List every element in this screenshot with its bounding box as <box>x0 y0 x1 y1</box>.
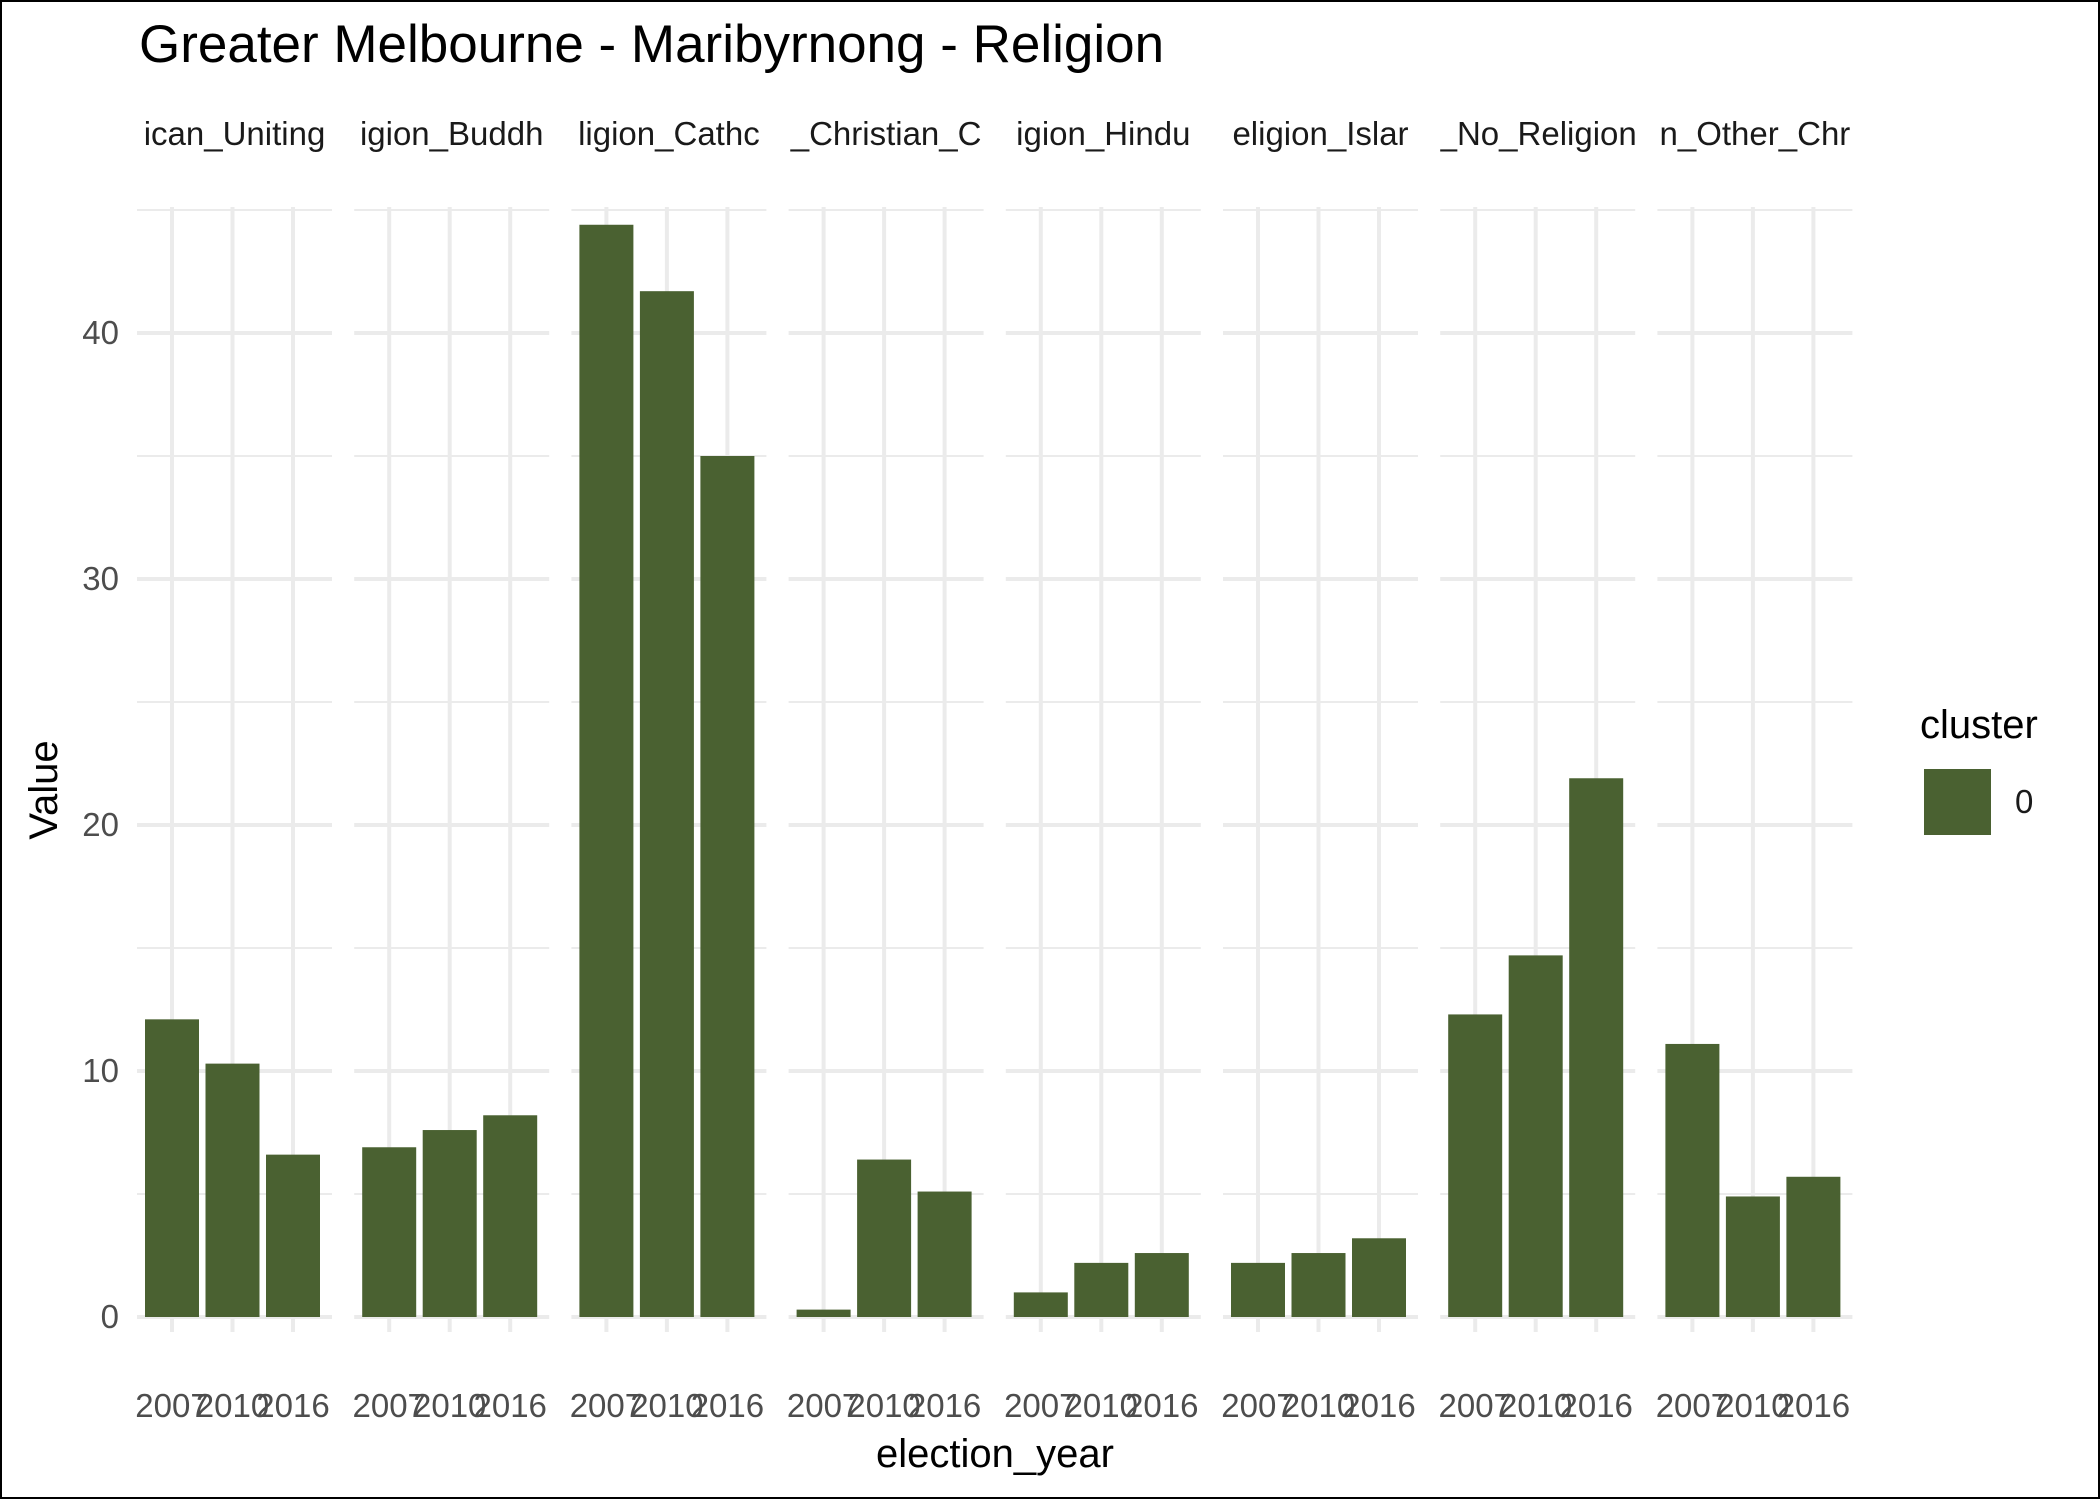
legend: cluster 0 <box>1920 703 2038 835</box>
bar <box>145 1019 199 1317</box>
bar <box>1725 1196 1780 1317</box>
x-tick-label: 2016 <box>908 1387 981 1424</box>
bars <box>145 224 1841 1318</box>
x-tick-label: 2016 <box>256 1387 329 1424</box>
bar <box>266 1154 320 1317</box>
x-tick-label: 2007 <box>135 1387 208 1424</box>
bar <box>1569 778 1624 1317</box>
bar <box>1352 1238 1406 1317</box>
bar <box>1665 1043 1720 1317</box>
y-tick-label: 30 <box>82 560 119 597</box>
bar <box>483 1115 538 1317</box>
bar <box>1013 1292 1068 1317</box>
x-tick-label: 2016 <box>1342 1387 1415 1424</box>
facet-strip-label: _No_Religion <box>1438 115 1637 152</box>
x-tick-label: 2010 <box>196 1387 269 1424</box>
x-tick-label: 2007 <box>1438 1387 1511 1424</box>
bar <box>1786 1176 1841 1317</box>
facet-strip-label: _Christian_C <box>790 115 982 152</box>
bar <box>362 1147 417 1317</box>
x-tick-label: 2007 <box>1004 1387 1077 1424</box>
bar <box>1508 955 1563 1317</box>
y-tick-label: 10 <box>82 1052 119 1089</box>
y-axis-ticks: 0 10 20 30 40 <box>82 314 119 1335</box>
x-tick-label: 2007 <box>352 1387 425 1424</box>
chart-title: Greater Melbourne - Maribyrnong - Religi… <box>139 15 1164 74</box>
facet-strip-label: ligion_Cathc <box>578 115 760 152</box>
facet-strip-label: eligion_Islar <box>1232 115 1408 152</box>
bar <box>796 1309 851 1317</box>
x-tick-label: 2010 <box>1282 1387 1355 1424</box>
bar <box>857 1159 912 1317</box>
x-tick-label: 2016 <box>1777 1387 1850 1424</box>
facet-strip-label: igion_Hindu <box>1016 115 1190 152</box>
bar <box>1134 1253 1189 1317</box>
bar <box>917 1191 972 1317</box>
facet-strip-label: igion_Buddh <box>360 115 544 152</box>
x-tick-label: 2016 <box>473 1387 546 1424</box>
x-tick-label: 2010 <box>1499 1387 1572 1424</box>
bar <box>639 291 694 1318</box>
x-tick-label: 2007 <box>787 1387 860 1424</box>
x-tick-label: 2010 <box>1716 1387 1789 1424</box>
y-tick-label: 20 <box>82 806 119 843</box>
x-axis-title: election_year <box>876 1432 1114 1476</box>
y-tick-label: 40 <box>82 314 119 351</box>
bar <box>579 224 634 1317</box>
legend-title: cluster <box>1920 703 2038 747</box>
legend-label: 0 <box>2015 783 2033 820</box>
bar <box>1074 1262 1129 1317</box>
bar <box>205 1063 260 1317</box>
bar <box>1448 1014 1503 1317</box>
x-tick-label: 2010 <box>1065 1387 1138 1424</box>
bar <box>700 456 755 1317</box>
bar <box>422 1130 477 1317</box>
x-tick-label: 2016 <box>1125 1387 1198 1424</box>
x-tick-label: 2007 <box>1221 1387 1294 1424</box>
x-tick-label: 2010 <box>847 1387 920 1424</box>
y-tick-label: 0 <box>101 1298 119 1335</box>
x-tick-label: 2016 <box>1559 1387 1632 1424</box>
x-tick-label: 2016 <box>691 1387 764 1424</box>
bar <box>1291 1253 1346 1317</box>
x-tick-label: 2010 <box>413 1387 486 1424</box>
x-tick-label: 2007 <box>1656 1387 1729 1424</box>
x-tick-label: 2010 <box>630 1387 703 1424</box>
x-tick-label: 2007 <box>570 1387 643 1424</box>
facet-strip-labels: ican_Uniting igion_Buddh ligion_Cathc _Chri… <box>144 115 1851 152</box>
legend-key <box>1924 769 1991 835</box>
facet-strip-label: ican_Uniting <box>144 115 326 152</box>
facet-strip-label: n_Other_Chr <box>1660 115 1851 152</box>
bar <box>1231 1262 1285 1317</box>
y-axis-title: Value <box>22 740 66 839</box>
